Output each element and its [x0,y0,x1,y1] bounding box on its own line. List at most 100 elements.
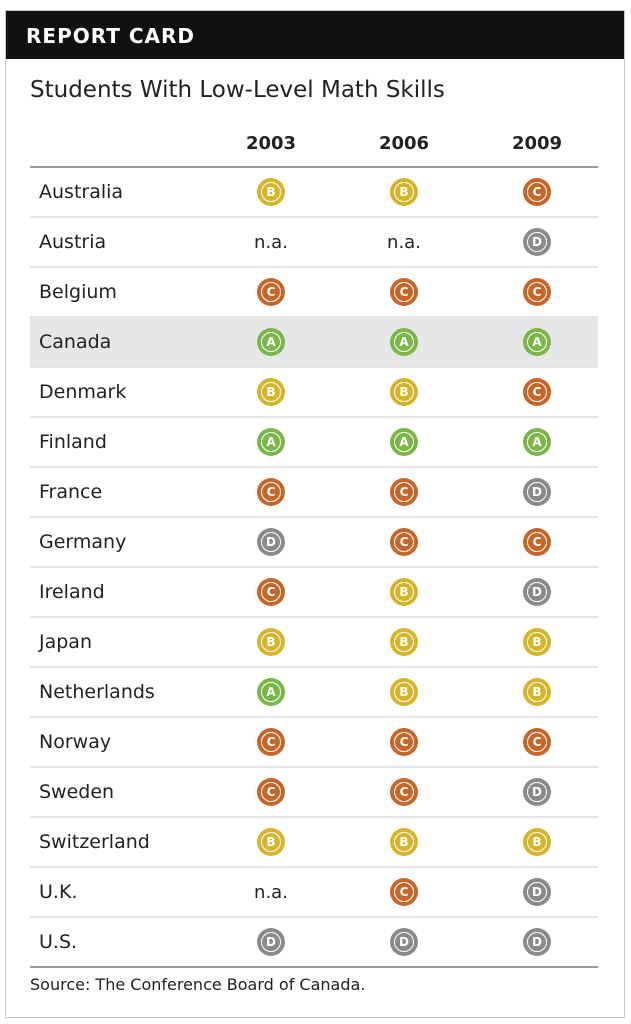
not-available-text: n.a. [254,231,288,253]
grade-b-icon: B [257,828,285,856]
grade-letter: C [261,582,281,602]
grade-cell-2003: C [231,268,311,316]
grade-letter: B [261,382,281,402]
grade-letter: D [527,232,547,252]
table-row: France C C D [30,468,598,518]
grade-letter: D [394,932,414,952]
grade-c-icon: C [390,478,418,506]
country-name: U.K. [39,881,78,903]
grade-cell-2006: A [364,318,444,366]
grade-letter: B [394,632,414,652]
not-available-text: n.a. [254,881,288,903]
grade-letter: A [394,432,414,452]
grade-cell-2003: A [231,318,311,366]
country-name: Switzerland [39,831,150,853]
grade-letter: A [527,432,547,452]
grade-letter: D [527,782,547,802]
grade-letter: A [261,682,281,702]
grade-cell-2003: B [231,618,311,666]
grade-letter: C [394,532,414,552]
grade-letter: C [261,782,281,802]
grade-a-icon: A [523,328,551,356]
grade-cell-2006: C [364,868,444,916]
grade-letter: B [261,832,281,852]
grade-cell-2003: n.a. [231,218,311,266]
grade-c-icon: C [523,378,551,406]
grade-b-icon: B [390,678,418,706]
grade-cell-2006: B [364,168,444,216]
source-note: Source: The Conference Board of Canada. [30,975,366,994]
grade-c-icon: C [390,528,418,556]
grade-a-icon: A [257,328,285,356]
grade-cell-2009: D [497,768,577,816]
table-row: Finland A A A [30,418,598,468]
table-row: Canada A A A [30,318,598,368]
grade-letter: A [394,332,414,352]
country-name: Finland [39,431,107,453]
grade-cell-2003: B [231,168,311,216]
grade-b-icon: B [390,628,418,656]
grade-letter: D [527,932,547,952]
grade-cell-2006: A [364,418,444,466]
grade-d-icon: D [523,478,551,506]
grade-a-icon: A [257,678,285,706]
grade-letter: C [394,882,414,902]
grade-b-icon: B [390,578,418,606]
table-row: Ireland C B D [30,568,598,618]
grade-cell-2009: B [497,618,577,666]
grade-c-icon: C [257,578,285,606]
grade-letter: C [394,482,414,502]
not-available-text: n.a. [387,231,421,253]
grade-cell-2006: C [364,718,444,766]
grade-letter: C [527,182,547,202]
grade-cell-2009: C [497,268,577,316]
table-row: Denmark B B C [30,368,598,418]
grade-cell-2006: n.a. [364,218,444,266]
grade-letter: B [394,832,414,852]
country-name: Canada [39,331,112,353]
grade-b-icon: B [390,828,418,856]
grade-letter: B [394,382,414,402]
grade-letter: C [527,382,547,402]
grade-cell-2009: C [497,368,577,416]
grade-b-icon: B [523,628,551,656]
grade-letter: C [527,532,547,552]
grade-cell-2003: D [231,918,311,966]
grade-letter: D [527,482,547,502]
table-row: Austria n.a. n.a. D [30,218,598,268]
grade-d-icon: D [523,878,551,906]
grade-c-icon: C [523,528,551,556]
table-row: Germany D C C [30,518,598,568]
grade-cell-2006: B [364,368,444,416]
grade-d-icon: D [257,928,285,956]
grade-letter: C [394,732,414,752]
grade-d-icon: D [523,778,551,806]
grade-c-icon: C [523,728,551,756]
grade-c-icon: C [390,278,418,306]
grade-letter: B [527,632,547,652]
grade-cell-2003: D [231,518,311,566]
grade-b-icon: B [523,678,551,706]
grade-letter: D [527,882,547,902]
grade-cell-2006: B [364,818,444,866]
grade-cell-2009: D [497,918,577,966]
grade-cell-2003: C [231,568,311,616]
table-row: Norway C C C [30,718,598,768]
grade-c-icon: C [257,778,285,806]
grade-cell-2006: D [364,918,444,966]
grade-letter: C [261,282,281,302]
grade-letter: B [527,832,547,852]
grade-letter: C [527,282,547,302]
grade-cell-2009: A [497,318,577,366]
grade-letter: B [261,632,281,652]
report-card-header: REPORT CARD [6,11,624,59]
grade-letter: A [261,332,281,352]
country-name: Japan [39,631,92,653]
grade-c-icon: C [257,478,285,506]
table-title: Students With Low-Level Math Skills [30,77,445,103]
grade-b-icon: B [257,178,285,206]
grade-d-icon: D [523,928,551,956]
report-card: REPORT CARD Students With Low-Level Math… [5,10,625,1018]
grade-letter: D [527,582,547,602]
country-name: Germany [39,531,127,553]
